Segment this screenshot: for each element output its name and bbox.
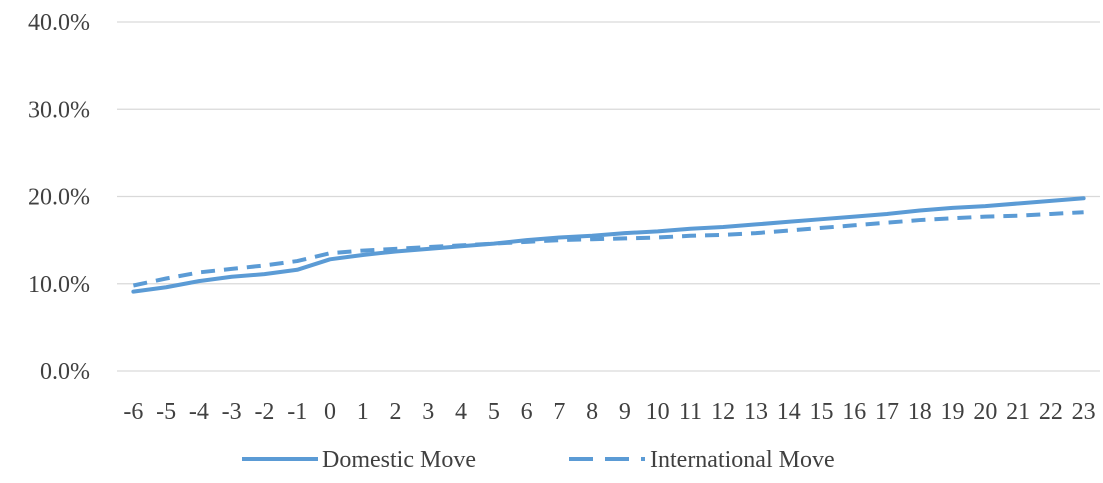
x-tick-label: 8 — [586, 399, 598, 425]
x-tick-label: 16 — [842, 399, 866, 425]
x-tick-label: -4 — [189, 399, 209, 425]
x-tick-label: 22 — [1039, 399, 1063, 425]
x-tick-label: 23 — [1072, 399, 1096, 425]
x-tick-label: -2 — [254, 399, 274, 425]
y-tick-label: 40.0% — [28, 10, 90, 36]
x-tick-label: 1 — [357, 399, 369, 425]
x-tick-label: 14 — [777, 399, 801, 425]
x-tick-label: 6 — [521, 399, 533, 425]
x-tick-label: 3 — [422, 399, 434, 425]
y-axis-tick-labels: 0.0% 10.0% 20.0% 30.0% 40.0% — [28, 10, 90, 385]
series-line-domestic-move — [131, 196, 1086, 294]
x-tick-label: 11 — [679, 399, 702, 425]
y-tick-label: 20.0% — [28, 185, 90, 211]
x-tick-label: 20 — [973, 399, 997, 425]
legend-label-international-move: International Move — [650, 447, 835, 473]
x-tick-label: 0 — [324, 399, 336, 425]
legend: Domestic Move International Move — [242, 447, 835, 473]
y-tick-label: 10.0% — [28, 272, 90, 298]
x-tick-label: 7 — [553, 399, 565, 425]
x-tick-label: -3 — [222, 399, 242, 425]
y-tick-label: 30.0% — [28, 97, 90, 123]
x-tick-label: 5 — [488, 399, 500, 425]
x-tick-label: 17 — [875, 399, 899, 425]
y-tick-label: 0.0% — [40, 359, 90, 385]
legend-label-domestic-move: Domestic Move — [322, 447, 476, 473]
x-tick-label: 12 — [711, 399, 735, 425]
series-lines — [131, 196, 1086, 294]
x-tick-label: 19 — [941, 399, 965, 425]
x-tick-label: 4 — [455, 399, 467, 425]
x-tick-label: -6 — [123, 399, 143, 425]
x-tick-label: 13 — [744, 399, 768, 425]
x-tick-label: 9 — [619, 399, 631, 425]
gridlines — [117, 21, 1100, 372]
x-tick-label: 18 — [908, 399, 932, 425]
x-tick-label: -1 — [287, 399, 307, 425]
x-tick-label: 2 — [390, 399, 402, 425]
x-tick-label: 21 — [1006, 399, 1030, 425]
x-tick-label: -5 — [156, 399, 176, 425]
series-line-international-move — [132, 210, 1084, 288]
x-tick-label: 15 — [809, 399, 833, 425]
x-axis-tick-labels: -6 -5 -4 -3 -2 -1 0 1 2 3 4 5 6 7 8 9 10 11 12 13 14 15 16 17 18… — [123, 399, 1095, 425]
x-tick-label: 10 — [646, 399, 670, 425]
